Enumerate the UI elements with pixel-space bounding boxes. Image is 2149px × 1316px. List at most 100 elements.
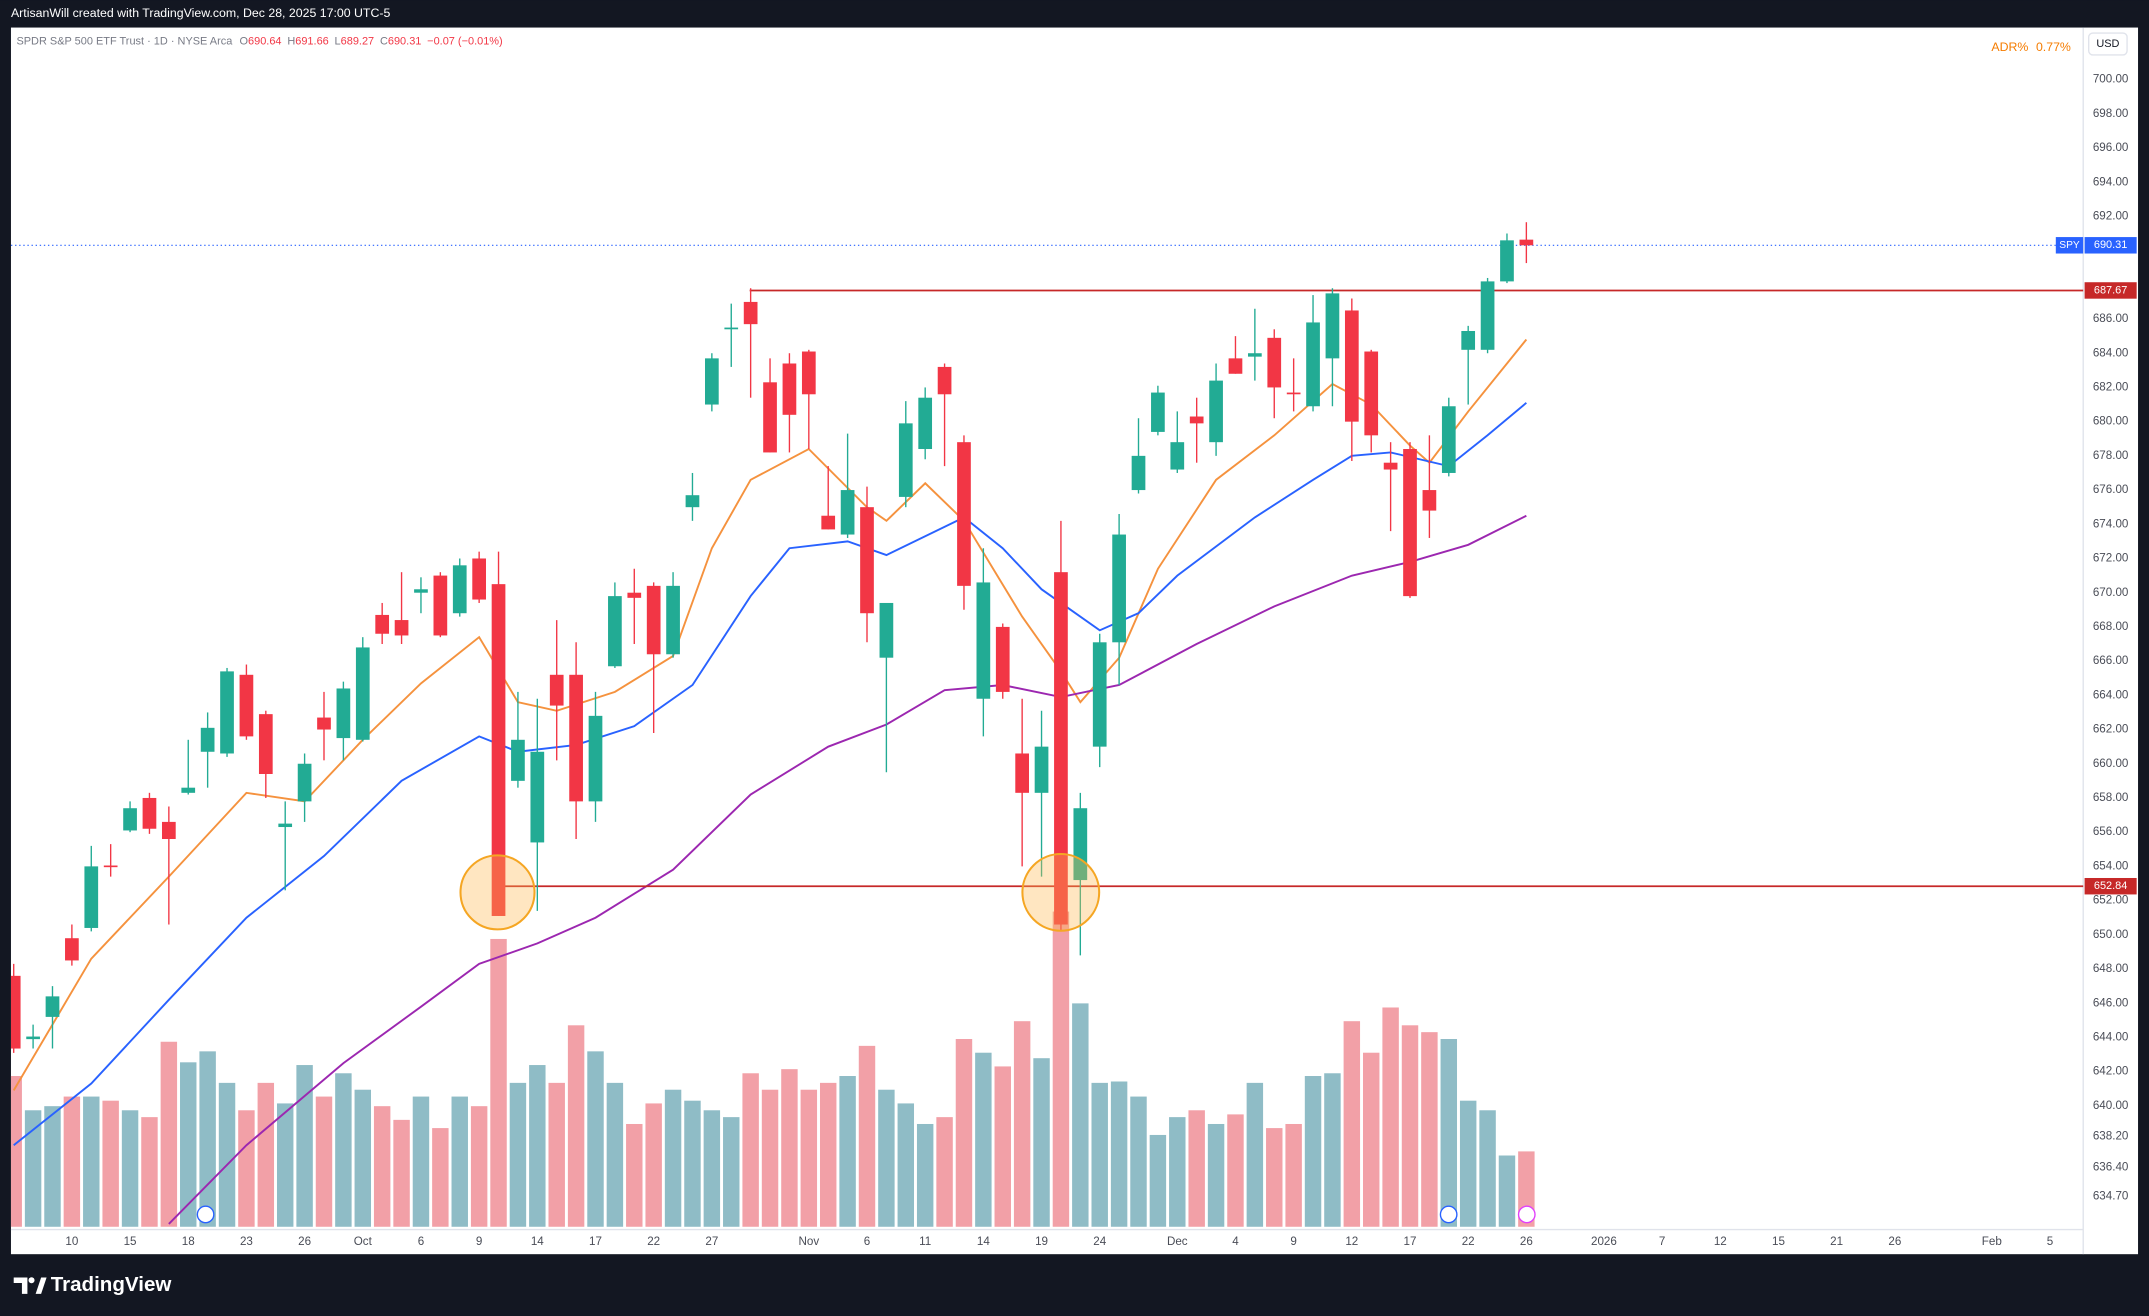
candle-body — [918, 397, 933, 450]
volume-bar — [1285, 1123, 1302, 1227]
volume-bar — [664, 1089, 682, 1227]
candle-body — [685, 495, 700, 508]
x-tick-label: Dec — [1167, 1235, 1188, 1248]
candle-body — [511, 739, 525, 781]
x-tick-label: 23 — [240, 1235, 253, 1248]
symbol-tag-label: SPY — [2059, 240, 2080, 251]
x-tick-label: 26 — [1888, 1235, 1901, 1248]
volume-bar — [160, 1041, 178, 1227]
currency-box[interactable] — [2088, 32, 2128, 56]
moving-average-line — [12, 338, 1528, 1091]
candle-body — [491, 584, 506, 916]
x-tick-label: 17 — [589, 1235, 602, 1248]
candle-body — [1054, 572, 1068, 925]
candle-body — [1248, 353, 1262, 357]
volume-bar — [63, 1096, 81, 1227]
volume-bar — [490, 938, 507, 1227]
y-tick-label: 658.00 — [2093, 791, 2129, 804]
candle-body — [821, 515, 836, 530]
volume-bar — [878, 1089, 895, 1227]
volume-bar — [451, 1096, 468, 1227]
volume-bar — [121, 1110, 139, 1227]
credit: ArtisanWill created with TradingView.com… — [11, 6, 391, 20]
brand: TradingView — [51, 1273, 173, 1296]
candle-body — [123, 808, 137, 831]
x-tick-label: 22 — [647, 1235, 660, 1248]
y-tick-label: 698.00 — [2093, 107, 2129, 120]
volume-bar — [44, 1106, 61, 1227]
legend-value: 690.64 — [248, 35, 282, 47]
volume-bar — [1110, 1081, 1128, 1227]
candle-body — [1383, 462, 1398, 470]
volume-bar — [470, 1106, 488, 1227]
candle-body — [375, 614, 390, 634]
volume-bar — [257, 1082, 275, 1227]
candle-body — [84, 866, 99, 928]
candle-body — [1151, 392, 1165, 432]
candle-body — [801, 351, 816, 395]
y-tick-label: 656.00 — [2093, 825, 2129, 838]
volume-bar — [1246, 1082, 1264, 1227]
indicator-value: 0.77% — [2036, 40, 2071, 54]
candle-body — [1519, 239, 1534, 246]
y-tick-label: 644.00 — [2093, 1031, 2129, 1044]
x-tick-label: 26 — [298, 1235, 311, 1248]
y-tick-label: 638.20 — [2093, 1130, 2129, 1143]
x-tick-label: 19 — [1035, 1235, 1048, 1248]
volume-bar — [548, 1082, 565, 1227]
volume-bar — [1304, 1076, 1322, 1227]
volume-bar — [1324, 1073, 1341, 1227]
x-tick-label: 14 — [977, 1235, 990, 1248]
candle-body — [879, 602, 894, 658]
volume-bar — [1130, 1096, 1147, 1227]
currency[interactable]: USD — [2096, 38, 2119, 50]
volume-bar — [839, 1076, 856, 1227]
highlight-circle — [459, 854, 536, 931]
x-tick-label: 12 — [1345, 1235, 1358, 1248]
candle-body — [297, 763, 312, 802]
x-tick-label: 12 — [1714, 1235, 1727, 1248]
candle-body — [1267, 337, 1282, 388]
dividend-marker[interactable] — [1439, 1205, 1458, 1224]
candle-body — [724, 327, 739, 330]
logo-glyph — [13, 1277, 28, 1294]
candle-body — [45, 996, 60, 1017]
legend-change: −0.07 (−0.01%) — [427, 35, 503, 47]
candle-body — [1170, 442, 1185, 470]
volume-bar — [10, 1076, 22, 1227]
volume-bar — [412, 1096, 430, 1227]
volume-bar — [1169, 1117, 1186, 1227]
price-tag — [2084, 877, 2137, 895]
candle-body — [200, 727, 215, 752]
volume-bar — [509, 1082, 527, 1227]
candle-body — [1189, 416, 1204, 424]
event-marker[interactable] — [1517, 1205, 1536, 1224]
candle-body — [860, 507, 874, 614]
volume-bar — [1479, 1110, 1496, 1227]
x-tick-label: 9 — [1290, 1235, 1296, 1248]
legend-label: O — [239, 35, 248, 47]
annotations — [196, 852, 1536, 1224]
price-tag — [2084, 237, 2137, 254]
candle-body — [743, 301, 758, 325]
y-tick-label: 692.00 — [2093, 209, 2129, 222]
candle-body — [317, 717, 331, 730]
volume-bar — [1188, 1110, 1205, 1227]
volume-bar — [141, 1117, 158, 1227]
volume-bar — [587, 1051, 604, 1227]
dividend-marker[interactable] — [196, 1205, 215, 1224]
y-tick-label: 634.70 — [2093, 1190, 2129, 1203]
volume-bar — [529, 1065, 546, 1227]
volume-bar — [432, 1128, 449, 1227]
y-tick-label: 674.00 — [2093, 517, 2129, 530]
candle-body — [627, 592, 642, 598]
volume-bar — [393, 1119, 410, 1227]
volume-bar — [1401, 1025, 1419, 1227]
y-tick-label: 670.00 — [2093, 586, 2129, 599]
x-tick-label: 18 — [182, 1235, 195, 1248]
volume-bar — [742, 1073, 759, 1227]
price-tag-label: 687.67 — [2094, 284, 2128, 296]
y-tick-label: 684.00 — [2093, 346, 2129, 359]
candle-body — [103, 865, 118, 868]
